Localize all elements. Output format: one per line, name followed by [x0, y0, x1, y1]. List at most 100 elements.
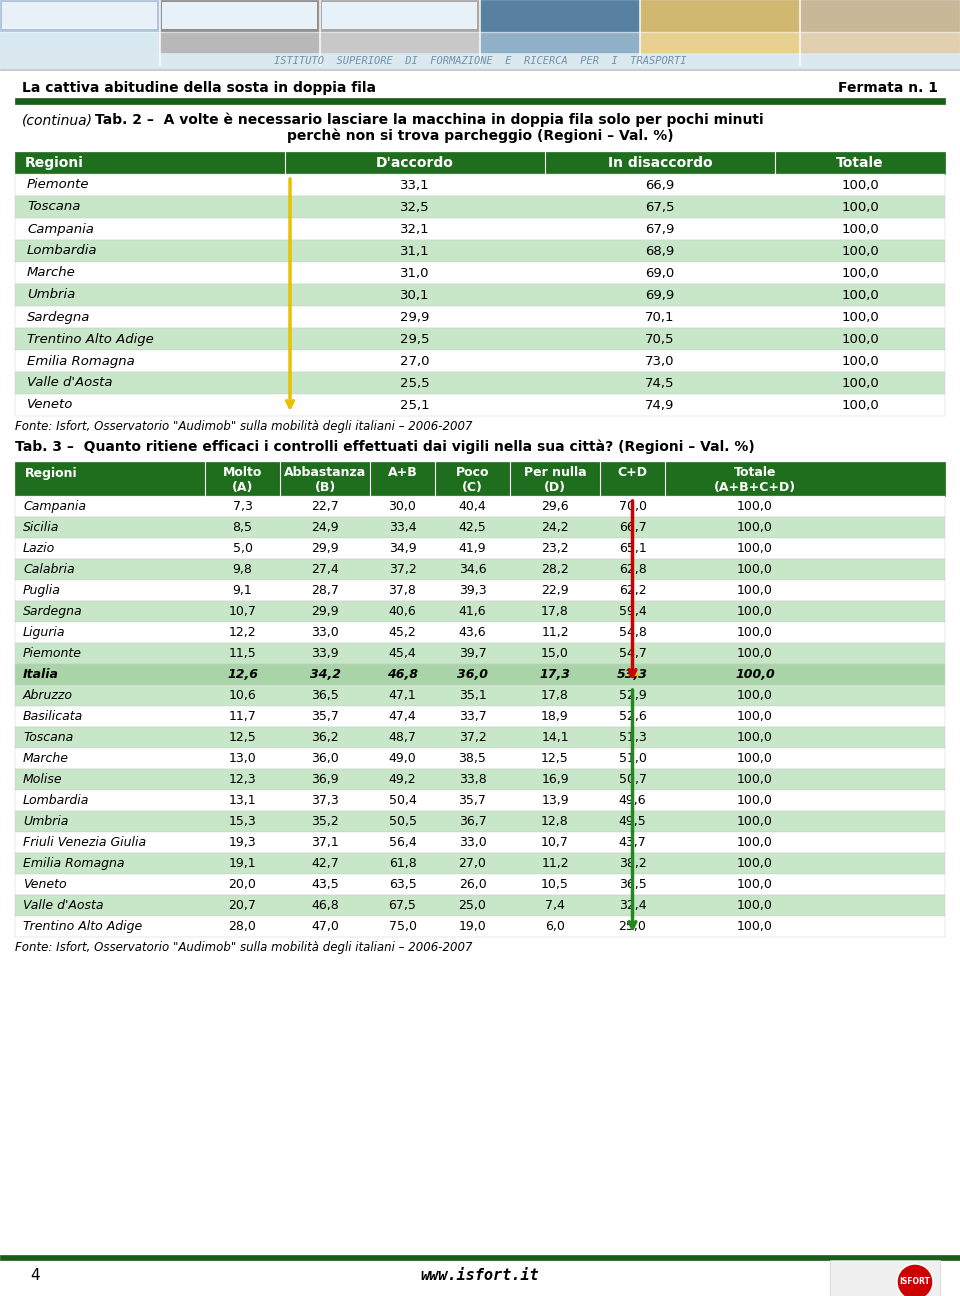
Text: 100,0: 100,0 [737, 689, 773, 702]
Text: 49,2: 49,2 [389, 772, 417, 785]
Text: 41,6: 41,6 [459, 605, 487, 618]
Bar [15, 853, 945, 874]
Text: 100,0: 100,0 [841, 377, 878, 390]
Text: 68,9: 68,9 [645, 245, 675, 258]
Text: 25,5: 25,5 [400, 377, 430, 390]
Text: 47,4: 47,4 [389, 710, 417, 723]
Text: Fermata n. 1: Fermata n. 1 [838, 80, 938, 95]
Bar [15, 517, 945, 538]
Text: 9,1: 9,1 [232, 584, 252, 597]
Text: 20,0: 20,0 [228, 877, 256, 892]
Text: Lazio: Lazio [23, 542, 56, 555]
Text: 70,5: 70,5 [645, 333, 675, 346]
Text: 18,9: 18,9 [541, 710, 569, 723]
Text: 34,6: 34,6 [459, 562, 487, 575]
Text: 36,2: 36,2 [311, 731, 339, 744]
Text: 24,2: 24,2 [541, 521, 569, 534]
Bar [15, 811, 945, 832]
Text: 37,8: 37,8 [389, 584, 417, 597]
Bar [15, 791, 945, 811]
Bar [15, 174, 945, 196]
Text: D'accordo: D'accordo [376, 156, 454, 170]
Text: Basilicata: Basilicata [23, 710, 84, 723]
Text: 56,4: 56,4 [389, 836, 417, 849]
Text: 43,5: 43,5 [311, 877, 339, 892]
Text: 100,0: 100,0 [841, 311, 878, 324]
Text: 33,9: 33,9 [311, 647, 339, 660]
Text: 27,0: 27,0 [459, 857, 487, 870]
Text: 100,0: 100,0 [737, 815, 773, 828]
Text: 100,0: 100,0 [737, 710, 773, 723]
Text: 38,2: 38,2 [618, 857, 646, 870]
Bar [15, 874, 945, 896]
Bar [0, 53, 960, 69]
Text: ISTITUTO  SUPERIORE  DI  FORMAZIONE  E  RICERCA  PER  I  TRASPORTI: ISTITUTO SUPERIORE DI FORMAZIONE E RICER… [274, 56, 686, 66]
Text: Piemonte: Piemonte [27, 179, 89, 192]
Text: 67,5: 67,5 [389, 899, 417, 912]
Text: 13,1: 13,1 [228, 794, 256, 807]
Text: 20,7: 20,7 [228, 899, 256, 912]
Text: 54,8: 54,8 [618, 626, 646, 639]
Text: 38,5: 38,5 [459, 752, 487, 765]
Bar [160, 0, 319, 32]
Bar [480, 32, 639, 65]
Text: 16,9: 16,9 [541, 772, 569, 785]
Text: 43,7: 43,7 [618, 836, 646, 849]
Bar [15, 896, 945, 916]
Text: 27,4: 27,4 [311, 562, 339, 575]
Text: 32,1: 32,1 [400, 223, 430, 236]
Text: 10,7: 10,7 [541, 836, 569, 849]
Text: 100,0: 100,0 [737, 584, 773, 597]
Bar [800, 32, 959, 65]
Text: 52,6: 52,6 [618, 710, 646, 723]
Text: 12,3: 12,3 [228, 772, 256, 785]
Text: Totale: Totale [836, 156, 884, 170]
Text: Veneto: Veneto [27, 398, 73, 412]
Bar [15, 769, 945, 791]
Text: Lombardia: Lombardia [27, 245, 98, 258]
Text: 100,0: 100,0 [737, 521, 773, 534]
Text: (D): (D) [544, 481, 566, 494]
Text: Campania: Campania [23, 500, 86, 513]
Text: 40,4: 40,4 [459, 500, 487, 513]
Text: 24,9: 24,9 [311, 521, 339, 534]
Bar [15, 394, 945, 416]
Text: 100,0: 100,0 [841, 355, 878, 368]
Text: Valle d'Aosta: Valle d'Aosta [23, 899, 104, 912]
Text: 69,9: 69,9 [645, 289, 675, 302]
Text: 17,8: 17,8 [541, 605, 569, 618]
Text: 35,7: 35,7 [311, 710, 339, 723]
Text: 45,4: 45,4 [389, 647, 417, 660]
Text: 100,0: 100,0 [841, 267, 878, 280]
Bar [15, 706, 945, 727]
Text: 25,0: 25,0 [459, 899, 487, 912]
Text: 33,4: 33,4 [389, 521, 417, 534]
Text: 47,0: 47,0 [311, 920, 339, 933]
Text: 8,5: 8,5 [232, 521, 252, 534]
Bar [15, 832, 945, 853]
Text: Campania: Campania [27, 223, 94, 236]
Text: 53,3: 53,3 [617, 667, 648, 680]
Text: 7,4: 7,4 [545, 899, 564, 912]
Text: (B): (B) [314, 481, 336, 494]
Text: 54,7: 54,7 [618, 647, 646, 660]
Text: 32,4: 32,4 [618, 899, 646, 912]
Text: 10,5: 10,5 [541, 877, 569, 892]
Bar [15, 196, 945, 218]
Bar [160, 32, 319, 65]
Text: 100,0: 100,0 [737, 605, 773, 618]
Text: 31,0: 31,0 [400, 267, 430, 280]
Text: Calabria: Calabria [23, 562, 75, 575]
Text: Veneto: Veneto [23, 877, 66, 892]
Text: 33,0: 33,0 [311, 626, 339, 639]
Bar [642, 3, 797, 29]
Bar [0, 0, 960, 65]
Text: Regioni: Regioni [25, 467, 78, 480]
Text: 35,7: 35,7 [459, 794, 487, 807]
Text: 29,6: 29,6 [541, 500, 569, 513]
Text: 4: 4 [30, 1267, 39, 1283]
Text: 31,1: 31,1 [400, 245, 430, 258]
Text: 66,7: 66,7 [618, 521, 646, 534]
Text: Emilia Romagna: Emilia Romagna [27, 355, 134, 368]
Text: Marche: Marche [27, 267, 76, 280]
